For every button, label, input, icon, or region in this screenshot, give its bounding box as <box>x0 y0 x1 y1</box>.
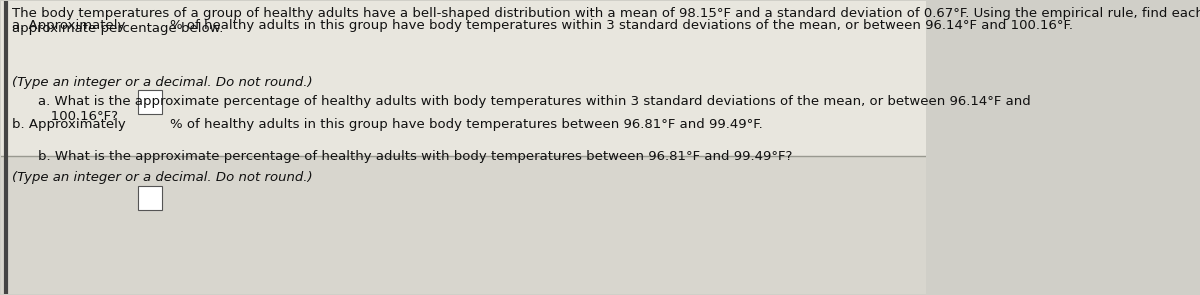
Text: % of healthy adults in this group have body temperatures between 96.81°F and 99.: % of healthy adults in this group have b… <box>169 118 762 131</box>
Text: a. Approximately: a. Approximately <box>12 19 126 32</box>
FancyBboxPatch shape <box>1 1 925 156</box>
FancyBboxPatch shape <box>1 156 925 294</box>
Text: a. What is the approximate percentage of healthy adults with body temperatures w: a. What is the approximate percentage of… <box>38 95 1031 123</box>
Text: (Type an integer or a decimal. Do not round.): (Type an integer or a decimal. Do not ro… <box>12 171 313 184</box>
Text: b. What is the approximate percentage of healthy adults with body temperatures b: b. What is the approximate percentage of… <box>38 150 793 163</box>
FancyBboxPatch shape <box>138 90 162 114</box>
FancyBboxPatch shape <box>138 186 162 210</box>
Text: The body temperatures of a group of healthy adults have a bell-shaped distributi: The body temperatures of a group of heal… <box>12 7 1200 35</box>
Text: (Type an integer or a decimal. Do not round.): (Type an integer or a decimal. Do not ro… <box>12 76 313 89</box>
Text: b. Approximately: b. Approximately <box>12 118 126 131</box>
Text: % of healthy adults in this group have body temperatures within 3 standard devia: % of healthy adults in this group have b… <box>169 19 1073 32</box>
